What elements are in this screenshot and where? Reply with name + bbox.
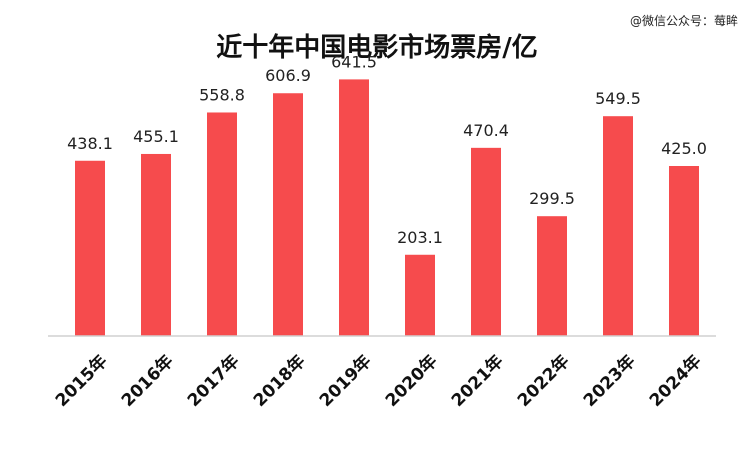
watermark-text: @微信公众号：莓眸 — [629, 14, 738, 28]
x-tick-label: 2020年 — [381, 351, 441, 411]
bar-2023年 — [603, 116, 633, 336]
value-label: 549.5 — [595, 89, 641, 108]
value-label: 438.1 — [67, 134, 113, 153]
x-tick-label: 2024年 — [645, 351, 705, 411]
x-tick-label: 2022年 — [513, 351, 573, 411]
chart-title: 近十年中国电影市场票房/亿 — [216, 32, 538, 63]
value-label: 299.5 — [529, 189, 575, 208]
x-tick-label: 2016年 — [117, 351, 177, 411]
bar-2015年 — [75, 160, 105, 336]
x-tick-label: 2015年 — [51, 351, 111, 411]
value-label: 641.5 — [331, 52, 377, 71]
bar-2016年 — [141, 153, 171, 336]
bar-2021年 — [471, 147, 501, 336]
value-label: 606.9 — [265, 66, 311, 85]
bar-2019年 — [339, 79, 369, 337]
x-tick-label: 2023年 — [579, 351, 639, 411]
value-label: 455.1 — [133, 127, 179, 146]
bar-2017年 — [207, 112, 237, 336]
value-label: 558.8 — [199, 85, 245, 104]
value-labels: 438.1 455.1 558.8 606.9 641.5 203.1 470.4 299.5… — [67, 52, 707, 246]
value-label: 470.4 — [463, 121, 509, 140]
bar-2022年 — [537, 216, 567, 336]
bar-2024年 — [669, 166, 699, 336]
value-label: 425.0 — [661, 139, 707, 158]
bar-series — [75, 79, 699, 337]
x-tick-label: 2018年 — [249, 351, 309, 411]
bar-2020年 — [405, 254, 435, 336]
value-label: 203.1 — [397, 228, 443, 247]
x-tick-label: 2019年 — [315, 351, 375, 411]
x-tick-labels: 2015年 2016年 2017年 2018年 2019年 2020年 2021年 2022年… — [51, 351, 705, 411]
bar-2018年 — [273, 93, 303, 337]
x-tick-label: 2017年 — [183, 351, 243, 411]
x-tick-label: 2021年 — [447, 351, 507, 411]
